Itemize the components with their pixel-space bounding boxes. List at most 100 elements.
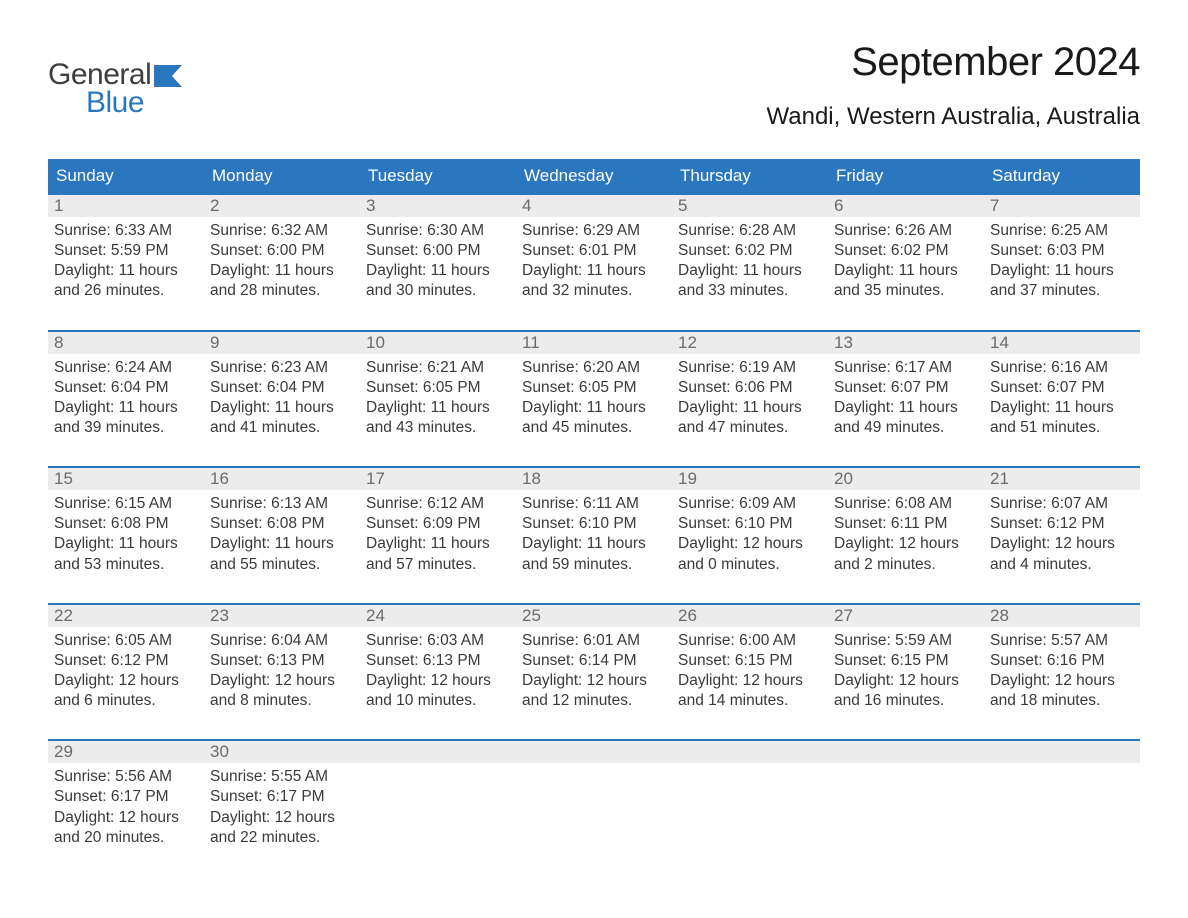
sunrise-line: Sunrise: 6:30 AM [366, 221, 510, 241]
calendar-day: 24Sunrise: 6:03 AMSunset: 6:13 PMDayligh… [360, 605, 516, 718]
daylight-line-1: Daylight: 12 hours [54, 808, 198, 828]
calendar-day: 16Sunrise: 6:13 AMSunset: 6:08 PMDayligh… [204, 468, 360, 581]
daylight-line-1: Daylight: 12 hours [834, 534, 978, 554]
daylight-line-2: and 39 minutes. [54, 418, 198, 438]
sunrise-line: Sunrise: 5:59 AM [834, 631, 978, 651]
month-title: September 2024 [767, 40, 1141, 85]
header-region: General Blue September 2024 Wandi, Weste… [48, 40, 1140, 131]
calendar-day [984, 741, 1140, 854]
calendar-day: 8Sunrise: 6:24 AMSunset: 6:04 PMDaylight… [48, 332, 204, 445]
daylight-line-1: Daylight: 11 hours [54, 261, 198, 281]
daylight-line-2: and 55 minutes. [210, 555, 354, 575]
daylight-line-1: Daylight: 11 hours [834, 398, 978, 418]
location-label: Wandi, Western Australia, Australia [767, 103, 1141, 131]
calendar-day: 30Sunrise: 5:55 AMSunset: 6:17 PMDayligh… [204, 741, 360, 854]
daylight-line-2: and 49 minutes. [834, 418, 978, 438]
day-number: 30 [204, 741, 360, 763]
calendar-day: 29Sunrise: 5:56 AMSunset: 6:17 PMDayligh… [48, 741, 204, 854]
daylight-line-2: and 37 minutes. [990, 281, 1134, 301]
daylight-line-1: Daylight: 11 hours [366, 398, 510, 418]
day-number: 13 [828, 332, 984, 354]
day-details: Sunrise: 6:08 AMSunset: 6:11 PMDaylight:… [828, 490, 984, 581]
sunrise-line: Sunrise: 6:21 AM [366, 358, 510, 378]
daylight-line-2: and 12 minutes. [522, 691, 666, 711]
calendar-day: 4Sunrise: 6:29 AMSunset: 6:01 PMDaylight… [516, 195, 672, 308]
daylight-line-2: and 8 minutes. [210, 691, 354, 711]
day-number: 3 [360, 195, 516, 217]
daylight-line-2: and 6 minutes. [54, 691, 198, 711]
sunrise-line: Sunrise: 6:03 AM [366, 631, 510, 651]
day-details: Sunrise: 6:03 AMSunset: 6:13 PMDaylight:… [360, 627, 516, 718]
day-details: Sunrise: 6:04 AMSunset: 6:13 PMDaylight:… [204, 627, 360, 718]
sunrise-line: Sunrise: 6:19 AM [678, 358, 822, 378]
day-details: Sunrise: 6:00 AMSunset: 6:15 PMDaylight:… [672, 627, 828, 718]
day-details: Sunrise: 5:56 AMSunset: 6:17 PMDaylight:… [48, 763, 204, 854]
daylight-line-2: and 26 minutes. [54, 281, 198, 301]
sunset-line: Sunset: 6:02 PM [834, 241, 978, 261]
day-details: Sunrise: 6:24 AMSunset: 6:04 PMDaylight:… [48, 354, 204, 445]
day-details: Sunrise: 6:28 AMSunset: 6:02 PMDaylight:… [672, 217, 828, 308]
weekday-header: Thursday [672, 159, 828, 193]
daylight-line-2: and 47 minutes. [678, 418, 822, 438]
daylight-line-1: Daylight: 11 hours [366, 534, 510, 554]
calendar-day: 20Sunrise: 6:08 AMSunset: 6:11 PMDayligh… [828, 468, 984, 581]
weekday-header-row: SundayMondayTuesdayWednesdayThursdayFrid… [48, 159, 1140, 193]
day-details: Sunrise: 6:09 AMSunset: 6:10 PMDaylight:… [672, 490, 828, 581]
daylight-line-2: and 32 minutes. [522, 281, 666, 301]
calendar-day: 26Sunrise: 6:00 AMSunset: 6:15 PMDayligh… [672, 605, 828, 718]
daylight-line-2: and 51 minutes. [990, 418, 1134, 438]
sunset-line: Sunset: 6:04 PM [210, 378, 354, 398]
day-number [516, 741, 672, 763]
daylight-line-1: Daylight: 11 hours [54, 534, 198, 554]
daylight-line-2: and 22 minutes. [210, 828, 354, 848]
sunset-line: Sunset: 6:15 PM [834, 651, 978, 671]
sunrise-line: Sunrise: 6:04 AM [210, 631, 354, 651]
day-number: 12 [672, 332, 828, 354]
sunrise-line: Sunrise: 6:17 AM [834, 358, 978, 378]
sunset-line: Sunset: 6:10 PM [678, 514, 822, 534]
day-details: Sunrise: 5:59 AMSunset: 6:15 PMDaylight:… [828, 627, 984, 718]
daylight-line-1: Daylight: 12 hours [210, 671, 354, 691]
calendar-day: 18Sunrise: 6:11 AMSunset: 6:10 PMDayligh… [516, 468, 672, 581]
sunset-line: Sunset: 5:59 PM [54, 241, 198, 261]
sunset-line: Sunset: 6:05 PM [366, 378, 510, 398]
day-number [828, 741, 984, 763]
day-number: 22 [48, 605, 204, 627]
sunrise-line: Sunrise: 6:12 AM [366, 494, 510, 514]
day-details: Sunrise: 6:15 AMSunset: 6:08 PMDaylight:… [48, 490, 204, 581]
sunrise-line: Sunrise: 6:32 AM [210, 221, 354, 241]
calendar-week: 29Sunrise: 5:56 AMSunset: 6:17 PMDayligh… [48, 739, 1140, 854]
sunset-line: Sunset: 6:07 PM [990, 378, 1134, 398]
day-details: Sunrise: 6:01 AMSunset: 6:14 PMDaylight:… [516, 627, 672, 718]
day-details: Sunrise: 6:17 AMSunset: 6:07 PMDaylight:… [828, 354, 984, 445]
daylight-line-1: Daylight: 11 hours [210, 534, 354, 554]
day-details: Sunrise: 6:19 AMSunset: 6:06 PMDaylight:… [672, 354, 828, 445]
calendar-day: 14Sunrise: 6:16 AMSunset: 6:07 PMDayligh… [984, 332, 1140, 445]
calendar-day: 5Sunrise: 6:28 AMSunset: 6:02 PMDaylight… [672, 195, 828, 308]
daylight-line-1: Daylight: 12 hours [990, 671, 1134, 691]
daylight-line-1: Daylight: 11 hours [210, 261, 354, 281]
logo: General Blue [48, 40, 182, 120]
daylight-line-2: and 53 minutes. [54, 555, 198, 575]
calendar-day [516, 741, 672, 854]
sunrise-line: Sunrise: 6:23 AM [210, 358, 354, 378]
daylight-line-1: Daylight: 12 hours [54, 671, 198, 691]
daylight-line-1: Daylight: 12 hours [834, 671, 978, 691]
day-details: Sunrise: 6:25 AMSunset: 6:03 PMDaylight:… [984, 217, 1140, 308]
day-number: 11 [516, 332, 672, 354]
daylight-line-1: Daylight: 11 hours [522, 261, 666, 281]
day-number: 6 [828, 195, 984, 217]
calendar-day [672, 741, 828, 854]
calendar-grid: SundayMondayTuesdayWednesdayThursdayFrid… [48, 159, 1140, 854]
sunset-line: Sunset: 6:04 PM [54, 378, 198, 398]
day-number: 24 [360, 605, 516, 627]
day-number [672, 741, 828, 763]
sunrise-line: Sunrise: 6:33 AM [54, 221, 198, 241]
weekday-header: Tuesday [360, 159, 516, 193]
day-number: 2 [204, 195, 360, 217]
sunrise-line: Sunrise: 6:09 AM [678, 494, 822, 514]
weekday-header: Saturday [984, 159, 1140, 193]
day-number [360, 741, 516, 763]
logo-text-blue: Blue [86, 86, 182, 120]
sunset-line: Sunset: 6:10 PM [522, 514, 666, 534]
